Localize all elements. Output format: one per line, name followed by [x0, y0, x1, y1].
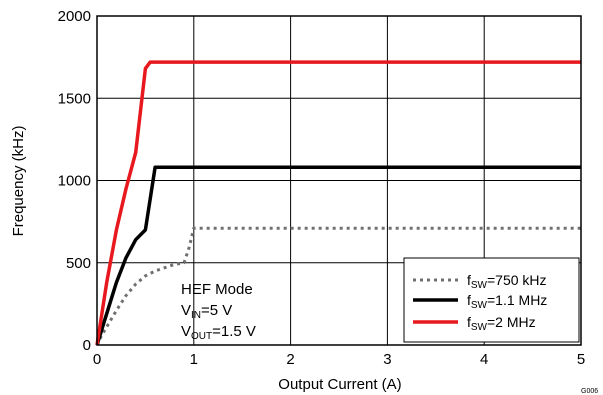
y-axis-title: Frequency (kHz)	[10, 126, 27, 237]
legend-label-2mhz: fSW=2 MHz	[467, 314, 536, 333]
legend-label-1-1mhz: fSW=1.1 MHz	[467, 292, 547, 311]
x-tick-label: 1	[190, 351, 198, 368]
y-tick-label: 0	[83, 337, 91, 354]
series-lines	[95, 60, 581, 346]
mode-label: HEF Mode	[181, 281, 253, 298]
y-tick-label: 2000	[58, 8, 91, 25]
series-line-2mhz	[95, 60, 581, 346]
x-tick-label: 3	[383, 351, 391, 368]
x-tick-labels: 0 1 2 3 4 5	[93, 351, 585, 368]
series-line-750khz	[95, 226, 581, 346]
y-tick-label: 1000	[58, 173, 91, 190]
x-tick-label: 0	[93, 351, 101, 368]
figure-id: G006	[581, 388, 598, 395]
y-tick-labels: 0 500 1000 1500 2000	[58, 8, 91, 354]
y-tick-label: 1500	[58, 90, 91, 107]
conditions-annotation: HEF Mode VIN=5 V VOUT=1.5 V	[181, 281, 256, 342]
legend: fSW=750 kHz fSW=1.1 MHz fSW=2 MHz	[403, 257, 580, 343]
y-tick-label: 500	[66, 255, 91, 272]
x-tick-label: 5	[577, 351, 585, 368]
x-tick-label: 2	[286, 351, 294, 368]
vin-label: VIN=5 V	[181, 302, 232, 321]
series-line-1-1mhz	[95, 165, 581, 346]
legend-label-750khz: fSW=750 kHz	[467, 272, 547, 291]
plot-frame	[96, 15, 582, 346]
x-axis-title: Output Current (A)	[278, 376, 401, 393]
x-tick-label: 4	[480, 351, 488, 368]
vout-label: VOUT=1.5 V	[181, 323, 256, 342]
